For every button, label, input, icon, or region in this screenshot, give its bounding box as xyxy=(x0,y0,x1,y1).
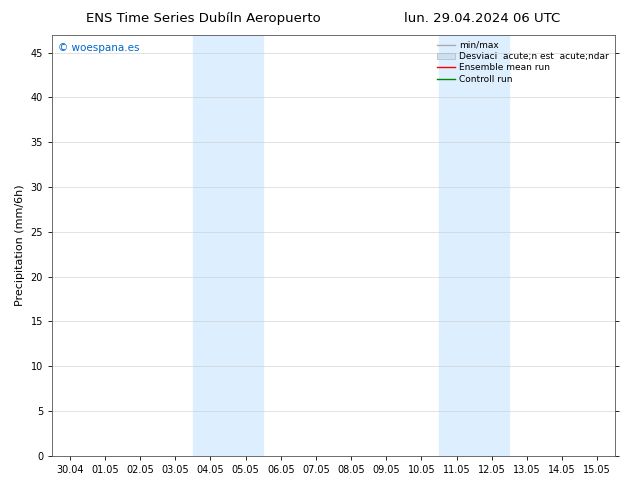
Y-axis label: Precipitation (mm/6h): Precipitation (mm/6h) xyxy=(15,184,25,306)
Legend: min/max, Desviaci  acute;n est  acute;ndar, Ensemble mean run, Controll run: min/max, Desviaci acute;n est acute;ndar… xyxy=(436,39,611,85)
Text: ENS Time Series Dubíln Aeropuerto: ENS Time Series Dubíln Aeropuerto xyxy=(86,12,320,25)
Text: © woespana.es: © woespana.es xyxy=(58,43,139,53)
Bar xyxy=(193,35,263,456)
Text: lun. 29.04.2024 06 UTC: lun. 29.04.2024 06 UTC xyxy=(404,12,560,25)
Bar xyxy=(439,35,509,456)
